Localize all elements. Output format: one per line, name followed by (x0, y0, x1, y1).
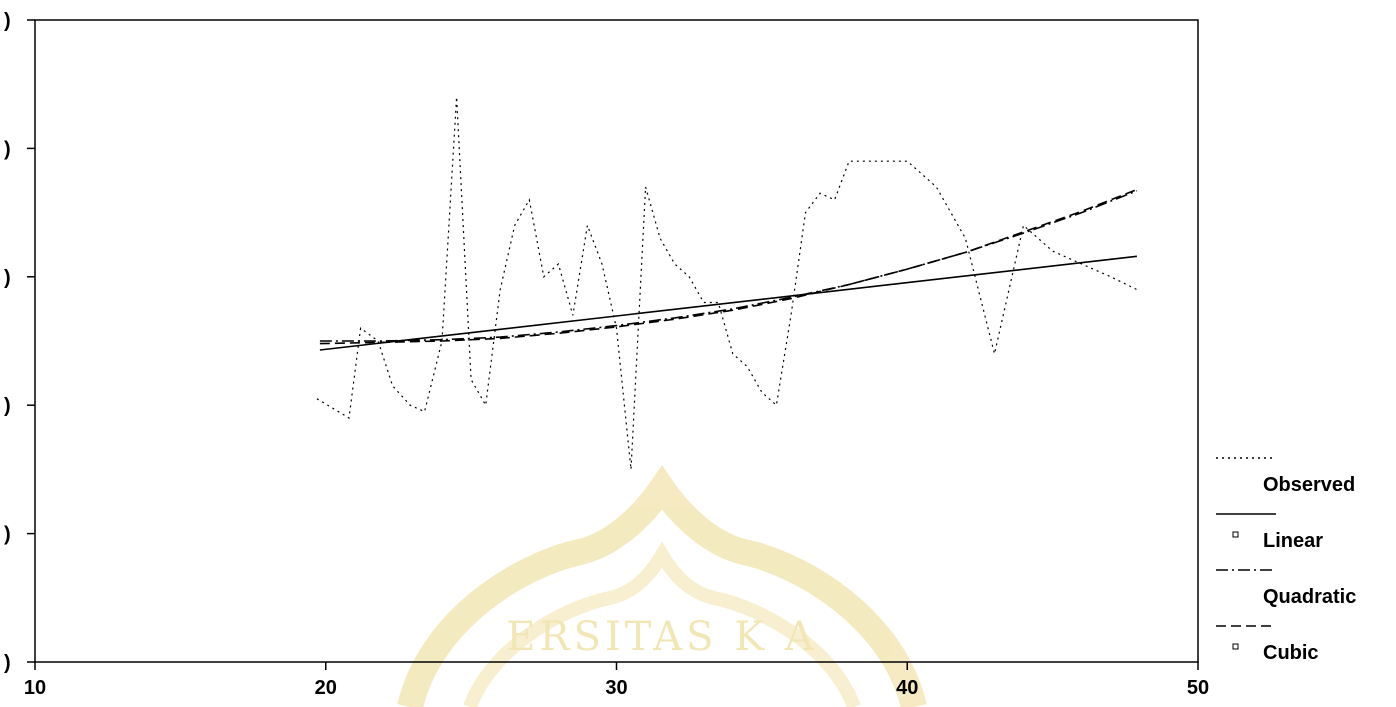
series-cubic (319, 188, 1138, 345)
y-tick-label: ) (4, 395, 11, 417)
legend-label-linear: Linear (1263, 530, 1323, 552)
y-tick-label: ) (4, 267, 11, 289)
x-axis: 10 20 30 40 50 (24, 662, 1209, 699)
series-quadratic (319, 190, 1138, 342)
x-tick-label: 30 (605, 677, 627, 699)
legend-marker (1232, 531, 1239, 538)
series-observed (316, 96, 1138, 470)
legend-label-observed: Observed (1263, 474, 1355, 496)
series-line-observed (316, 96, 1138, 470)
series-line-quadratic (319, 190, 1138, 342)
x-tick-label: 50 (1187, 677, 1209, 699)
series-layer (316, 96, 1138, 470)
legend: Observed Linear Quadratic Cubic (1216, 457, 1356, 664)
series-line-linear (319, 255, 1137, 351)
x-tick-label: 40 (896, 677, 918, 699)
y-tick-label: ) (4, 652, 11, 674)
plot-area-frame (34, 19, 1199, 663)
series-linear (319, 255, 1137, 351)
series-line-cubic (319, 188, 1138, 345)
y-tick-label: ) (4, 524, 11, 546)
y-tick-label: ) (4, 10, 11, 32)
legend-label-cubic: Cubic (1263, 642, 1319, 664)
y-axis: )))))) (4, 10, 35, 674)
x-tick-label: 10 (24, 677, 46, 699)
x-tick-label: 20 (315, 677, 337, 699)
watermark-seal: ERSITAS K A (397, 465, 927, 707)
y-tick-label: ) (4, 138, 11, 160)
watermark-text: ERSITAS K A (506, 614, 818, 660)
legend-label-quadratic: Quadratic (1263, 586, 1356, 608)
legend-marker (1232, 643, 1239, 650)
